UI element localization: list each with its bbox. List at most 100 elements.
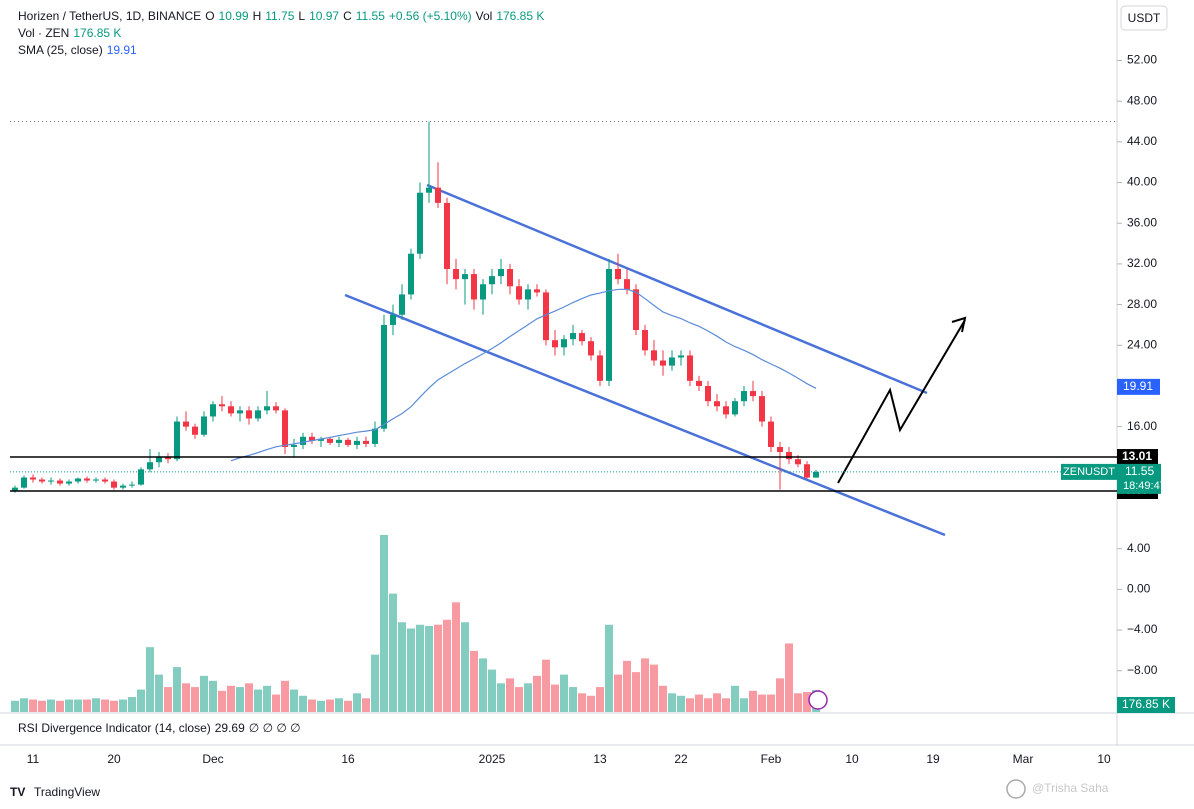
currency[interactable]: USDT [1128,11,1161,25]
y-tick-label: 52.00 [1127,53,1157,67]
volume-bar [326,699,334,712]
volume-bar [371,654,379,712]
candle-body [714,401,720,407]
volume-bar [263,685,271,712]
candle-body [561,339,567,348]
price-tag-label: 11.55 [1125,464,1154,478]
volume-bar [92,698,100,712]
candle-body [147,462,153,470]
symbol-tag [1061,463,1117,480]
logo: TV [10,785,25,799]
x-tick-label: 10 [1097,752,1111,766]
volume-bar [47,699,55,712]
candle-body [453,268,459,280]
arrow-head [951,316,967,333]
candle-body [498,268,504,277]
candle-body [669,357,675,366]
candle-body [345,439,351,445]
volume-bar [218,690,226,712]
volume-bar [785,643,793,712]
trend-line [426,183,928,395]
candle-body [606,268,612,381]
candle-body [705,385,711,402]
volume-tag-label: 176.85 K [1122,697,1170,711]
candle-body [210,404,216,417]
currency-box[interactable] [1120,5,1168,31]
candle-body [48,480,54,482]
candle-body [570,333,576,340]
volume-bar [488,669,496,712]
volume-bar [659,685,667,712]
o-value: 10.99 [218,9,249,23]
x-tick-label: 19 [926,752,940,766]
candle-body [480,284,486,300]
volume-bar [209,680,217,712]
candle-body [228,406,234,414]
candle-body [687,355,693,381]
volume-bar [227,685,235,712]
h-label: H [252,9,262,23]
l-label: L [298,9,306,23]
vol-label: Vol [475,9,493,23]
volume-bar [164,687,172,712]
volume-bar [245,683,253,712]
volume-bar [497,683,505,712]
volume-bar [695,694,703,712]
volume-bar [704,698,712,712]
candle-body [507,268,513,287]
candle-body [408,253,414,295]
volume-bar [398,622,406,712]
volume-bar [11,700,19,712]
volume-bar [101,699,109,712]
volume-bar [434,624,442,712]
volume-bar [119,699,127,712]
volume-bar [794,693,802,712]
vol-legend: Vol · ZEN [18,26,70,40]
sma-legend: SMA (25, close) [18,43,103,57]
candle-body [417,192,423,254]
candle-body [543,292,549,341]
volume-bar [533,675,541,712]
volume-bar [542,659,550,712]
o-label: O [205,9,215,23]
volume-bar [479,658,487,712]
candle-body [651,350,657,361]
candle-body [525,289,531,300]
volume-bar [524,683,532,712]
projection-arrow [837,319,966,484]
candle-body [597,355,603,381]
level-tag [1117,449,1158,466]
candle-body [93,479,99,481]
volume-bar [137,689,145,712]
sma-tag [1117,378,1160,395]
candle-body [291,444,297,447]
price-tag [1117,463,1161,494]
candle-body [381,324,387,429]
candle-body [336,439,342,443]
volume-bar [668,693,676,712]
volume-bar [461,622,469,712]
sma-tag-label: 19.91 [1123,379,1153,393]
candle-body [219,404,225,407]
volume-bar [362,698,370,712]
candle-body [471,274,477,300]
candle-body [39,479,45,482]
volume-bar [20,698,28,712]
volume-bar [236,687,244,712]
y-tick-label: 24.00 [1127,337,1157,351]
volume-bar [83,699,91,712]
symbol-title: Horizen / TetherUS, 1D, BINANCE [18,9,202,23]
sma-legend-value: 19.91 [106,43,137,57]
volume-bar [65,699,73,712]
volume-bar [191,687,199,712]
legend-sma: SMA (25, close) 19.91 [18,43,141,57]
candle-body [426,187,432,193]
volume-bar [200,675,208,712]
volume-bar [506,678,514,712]
volume-bar [290,689,298,712]
candle-body [255,410,261,419]
volume-bar [560,674,568,712]
level-tag-label: 13.01 [1122,449,1152,463]
countdown: 18:49:47 [1123,480,1166,492]
y-tick-label: 36.00 [1127,215,1157,229]
